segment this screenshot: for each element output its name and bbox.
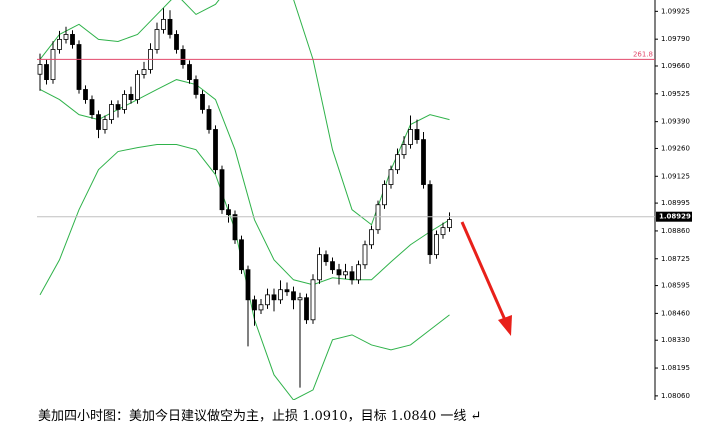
candle-body — [180, 49, 186, 65]
candle-body — [336, 269, 342, 276]
candle-body — [102, 119, 108, 130]
candle-body — [167, 18, 173, 35]
candle-body — [401, 144, 407, 156]
plot-area — [37, 0, 452, 400]
candle-body — [284, 289, 290, 293]
y-tick-label: 1.08995 — [661, 199, 690, 207]
candle-body — [239, 239, 244, 271]
y-tick-label: 1.08330 — [661, 336, 690, 344]
price-label: 1.08929 — [659, 213, 691, 221]
y-tick-label: 1.09660 — [661, 62, 690, 70]
candle-body — [89, 99, 95, 116]
candle-body — [37, 64, 43, 75]
candle-body — [304, 297, 309, 321]
candle-body — [427, 184, 433, 256]
candle-body — [122, 94, 127, 110]
candle-body — [323, 254, 329, 263]
bollinger-band — [39, 0, 450, 226]
y-tick-label: 1.08860 — [661, 227, 690, 235]
candle-body — [44, 64, 49, 80]
y-tick-label: 1.09390 — [661, 118, 690, 126]
y-tick-label: 1.09790 — [661, 35, 690, 43]
candle-body — [141, 69, 147, 75]
candle-body — [440, 227, 446, 236]
candle-body — [245, 269, 251, 301]
y-tick-label: 1.09125 — [661, 172, 690, 180]
candle-body — [408, 129, 413, 145]
candle-body — [187, 64, 192, 80]
candle-body — [330, 261, 335, 271]
y-tick-label: 1.09525 — [661, 90, 690, 98]
candle-body — [57, 38, 62, 50]
candle-body — [291, 291, 296, 301]
bollinger-band — [39, 79, 450, 286]
candle-body — [135, 74, 140, 100]
y-tick-label: 1.08725 — [661, 255, 690, 263]
arrow — [460, 221, 512, 336]
candle-body — [174, 34, 179, 50]
y-tick-label: 1.08595 — [661, 282, 690, 290]
candle-body — [317, 254, 322, 281]
candle-body — [310, 279, 316, 321]
y-tick-label: 1.08460 — [661, 309, 690, 317]
y-tick-label: 1.08060 — [661, 392, 690, 400]
bollinger-band — [39, 144, 450, 400]
candle-body — [232, 214, 238, 241]
candle-body — [115, 104, 121, 110]
candle-body — [154, 29, 160, 50]
candle-body — [70, 34, 75, 45]
candle-body — [252, 299, 257, 311]
candle-body — [271, 294, 277, 301]
candle-body — [297, 297, 303, 301]
candle-body — [76, 44, 82, 90]
candle-body — [96, 114, 101, 130]
candle-body — [128, 94, 134, 100]
candle-body — [219, 169, 225, 211]
caption: 美加四小时图：美加今日建议做空为主，止损 1.0910，目标 1.0840 一线… — [38, 408, 481, 424]
price-box — [656, 211, 692, 222]
candle-body — [356, 264, 361, 281]
candle-body — [206, 109, 212, 130]
candle-body — [226, 209, 231, 216]
y-tick-label: 1.08195 — [661, 364, 690, 372]
candle-body — [349, 271, 355, 281]
candle-body — [362, 244, 368, 266]
y-tick-label: 1.09260 — [661, 144, 690, 152]
candle-body — [265, 294, 270, 306]
candle-body — [447, 219, 452, 229]
candle-body — [63, 34, 69, 40]
candle-body — [193, 79, 199, 95]
candle-body — [395, 154, 400, 171]
candle-body — [161, 18, 166, 30]
y-tick-label: 1.09925 — [661, 7, 690, 15]
candle-body — [83, 89, 88, 100]
candle-body — [200, 94, 205, 110]
candle-body — [434, 234, 439, 256]
candle-body — [343, 271, 348, 276]
candle-body — [375, 204, 381, 231]
candle-body — [369, 229, 374, 246]
candle-body — [278, 289, 283, 301]
candle-body — [213, 129, 218, 171]
candle-body — [50, 49, 56, 80]
candle-body — [414, 129, 420, 140]
fib-level-label: 261.8 — [633, 50, 653, 58]
candle-body — [382, 184, 387, 206]
candle-body — [258, 304, 264, 311]
candle-body — [421, 139, 426, 185]
candle-body — [109, 104, 114, 120]
candle-body — [388, 169, 394, 185]
